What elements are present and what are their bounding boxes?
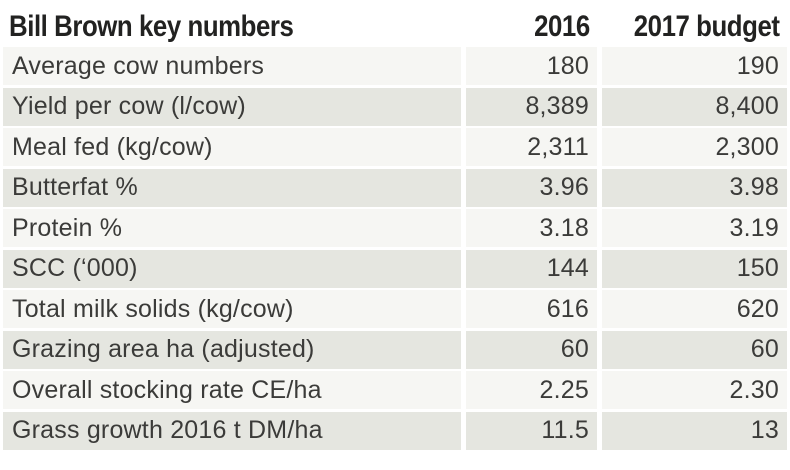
table-row: Grass growth 2016 t DM/ha 11.5 13 [3, 411, 787, 450]
row-label: Grass growth 2016 t DM/ha [3, 411, 461, 450]
row-label: Total milk solids (kg/cow) [3, 290, 461, 328]
value-2017: 3.98 [602, 168, 787, 207]
table-row: Meal fed (kg/cow) 2,311 2,300 [3, 128, 787, 166]
column-header-2017-budget: 2017 budget [634, 10, 780, 43]
value-2016: 616 [466, 290, 597, 328]
row-label: Protein % [3, 209, 461, 247]
table-row: Grazing area ha (adjusted) 60 60 [3, 330, 787, 369]
value-2017: 150 [602, 249, 787, 288]
value-2016: 60 [466, 330, 597, 369]
table-row: Yield per cow (l/cow) 8,389 8,400 [3, 87, 787, 126]
value-2016: 2.25 [466, 371, 597, 409]
value-2016: 3.18 [466, 209, 597, 247]
value-2017: 60 [602, 330, 787, 369]
row-label: Meal fed (kg/cow) [3, 128, 461, 166]
table: Bill Brown key numbers 2016 2017 budget … [3, 0, 787, 452]
row-label: Yield per cow (l/cow) [3, 87, 461, 126]
row-label: Average cow numbers [3, 47, 461, 85]
value-2017: 2,300 [602, 128, 787, 166]
row-label: Overall stocking rate CE/ha [3, 371, 461, 409]
value-2016: 2,311 [466, 128, 597, 166]
value-2016: 144 [466, 249, 597, 288]
table-row: Average cow numbers 180 190 [3, 47, 787, 85]
row-label: SCC (‘000) [3, 249, 461, 288]
value-2017: 13 [602, 411, 787, 450]
value-2016: 11.5 [466, 411, 597, 450]
value-2017: 620 [602, 290, 787, 328]
value-2016: 180 [466, 47, 597, 85]
value-2016: 8,389 [466, 87, 597, 126]
table-row: Overall stocking rate CE/ha 2.25 2.30 [3, 371, 787, 409]
table-row: Total milk solids (kg/cow) 616 620 [3, 290, 787, 328]
column-header-2016: 2016 [534, 10, 590, 43]
value-2017: 190 [602, 47, 787, 85]
row-label: Butterfat % [3, 168, 461, 207]
table-row: Protein % 3.18 3.19 [3, 209, 787, 247]
table-row: Butterfat % 3.96 3.98 [3, 168, 787, 207]
value-2017: 3.19 [602, 209, 787, 247]
table-title: Bill Brown key numbers [9, 10, 294, 43]
table-row: SCC (‘000) 144 150 [3, 249, 787, 288]
value-2017: 2.30 [602, 371, 787, 409]
row-label: Grazing area ha (adjusted) [3, 330, 461, 369]
table-header-row: Bill Brown key numbers 2016 2017 budget [3, 0, 787, 47]
value-2016: 3.96 [466, 168, 597, 207]
value-2017: 8,400 [602, 87, 787, 126]
